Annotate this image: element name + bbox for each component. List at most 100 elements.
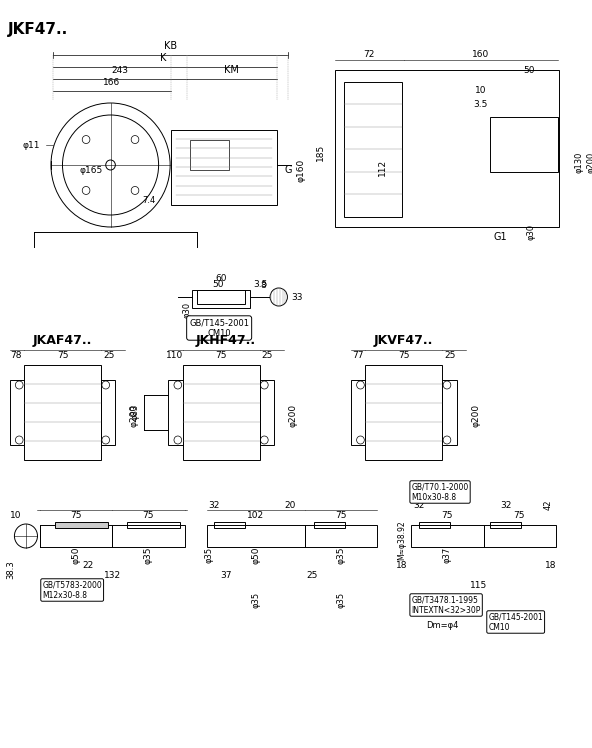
Bar [183, 365, 259, 460]
Text: G: G [285, 165, 292, 175]
Text: M≈φ38.92: M≈φ38.92 [397, 520, 406, 560]
Text: 18: 18 [545, 560, 556, 569]
Bar [490, 522, 521, 528]
Text: 243: 243 [112, 66, 128, 75]
Text: JKF47..: JKF47.. [8, 22, 68, 37]
Bar [168, 380, 183, 445]
Text: GB/T5783-2000
M12x30-8.8: GB/T5783-2000 M12x30-8.8 [42, 580, 102, 600]
Text: 77: 77 [352, 351, 363, 360]
Bar [334, 70, 559, 227]
Text: 75: 75 [142, 510, 154, 520]
Bar [344, 82, 402, 217]
Text: 72: 72 [363, 49, 375, 58]
Text: 10: 10 [9, 510, 21, 520]
Bar [55, 522, 108, 528]
Text: φ83: φ83 [130, 404, 139, 420]
Text: φ200: φ200 [288, 403, 297, 426]
Text: 75: 75 [336, 510, 347, 520]
Text: φ130: φ130 [575, 151, 584, 173]
Text: 75: 75 [441, 510, 453, 520]
Bar [214, 522, 245, 528]
Bar [24, 365, 101, 460]
Text: 185: 185 [316, 144, 325, 161]
Text: φ50: φ50 [251, 546, 260, 564]
Text: 60: 60 [215, 274, 227, 283]
Text: φ35: φ35 [143, 546, 153, 564]
Text: 3.5: 3.5 [253, 280, 267, 289]
Text: 8: 8 [260, 280, 266, 289]
Bar [192, 290, 250, 308]
Text: KB: KB [163, 41, 176, 51]
Text: φ35: φ35 [337, 546, 346, 564]
Text: JKHF47..: JKHF47.. [196, 334, 256, 346]
Text: G1: G1 [493, 232, 507, 242]
Bar [112, 525, 185, 547]
Text: 18: 18 [396, 560, 407, 569]
Text: φ35: φ35 [337, 592, 346, 608]
Text: 10: 10 [475, 85, 487, 94]
Text: JKVF47..: JKVF47.. [374, 334, 433, 346]
Text: 166: 166 [103, 78, 120, 87]
Text: 78: 78 [11, 351, 22, 360]
Bar [40, 525, 112, 547]
Text: φ200: φ200 [471, 403, 480, 426]
Text: φ50: φ50 [72, 546, 81, 564]
Text: 132: 132 [104, 571, 121, 580]
Text: 3.5: 3.5 [474, 99, 488, 108]
Bar [305, 525, 377, 547]
Bar [351, 380, 365, 445]
Text: KM: KM [224, 65, 239, 75]
Text: 37: 37 [220, 571, 231, 580]
Text: 33: 33 [291, 292, 303, 301]
Text: φ11: φ11 [23, 141, 40, 150]
Text: 32: 32 [208, 500, 220, 509]
Text: GB/T70.1-2000
M10x30-8.8: GB/T70.1-2000 M10x30-8.8 [411, 482, 469, 502]
Text: 25: 25 [103, 351, 114, 360]
Bar [197, 290, 245, 304]
Text: Dm=φ4: Dm=φ4 [426, 621, 458, 630]
Text: 102: 102 [247, 510, 264, 520]
Text: 25: 25 [262, 351, 273, 360]
Text: 32: 32 [500, 500, 511, 509]
Text: JKAF47..: JKAF47.. [33, 334, 92, 346]
Text: φ37: φ37 [442, 547, 452, 563]
Text: 50: 50 [213, 280, 224, 289]
Bar [442, 380, 456, 445]
Text: 22: 22 [83, 560, 94, 569]
Text: GB/T145-2001
CM10: GB/T145-2001 CM10 [189, 319, 249, 337]
Bar [190, 140, 229, 170]
Text: GB/T145-2001
CM10: GB/T145-2001 CM10 [488, 613, 543, 632]
Bar [484, 525, 556, 547]
Bar [314, 522, 345, 528]
Text: φ30: φ30 [527, 224, 536, 240]
Bar [490, 117, 558, 172]
Text: 75: 75 [57, 351, 68, 360]
Bar [207, 525, 305, 547]
Text: φ160: φ160 [296, 159, 305, 182]
Text: K: K [160, 53, 166, 63]
Bar [127, 522, 180, 528]
Bar [411, 525, 484, 547]
Bar [365, 365, 442, 460]
Text: 25: 25 [307, 571, 318, 580]
Text: 25: 25 [444, 351, 456, 360]
Text: 42: 42 [544, 500, 553, 510]
Text: 75: 75 [70, 510, 82, 520]
Text: 110: 110 [166, 351, 184, 360]
Bar [9, 380, 24, 445]
Text: φ30: φ30 [183, 302, 192, 318]
Text: φ35: φ35 [204, 547, 213, 563]
Bar [419, 522, 450, 528]
Text: 75: 75 [215, 351, 227, 360]
Text: 7.4: 7.4 [142, 195, 156, 204]
Text: 75: 75 [398, 351, 410, 360]
Text: 112: 112 [378, 159, 387, 176]
Text: 75: 75 [513, 510, 525, 520]
Text: 20: 20 [285, 500, 296, 509]
Bar [259, 380, 274, 445]
Text: 115: 115 [470, 580, 487, 589]
Text: φ35: φ35 [251, 592, 260, 608]
Text: 50: 50 [523, 66, 535, 75]
Text: φ200: φ200 [586, 151, 592, 173]
Text: 38.3: 38.3 [7, 560, 16, 580]
